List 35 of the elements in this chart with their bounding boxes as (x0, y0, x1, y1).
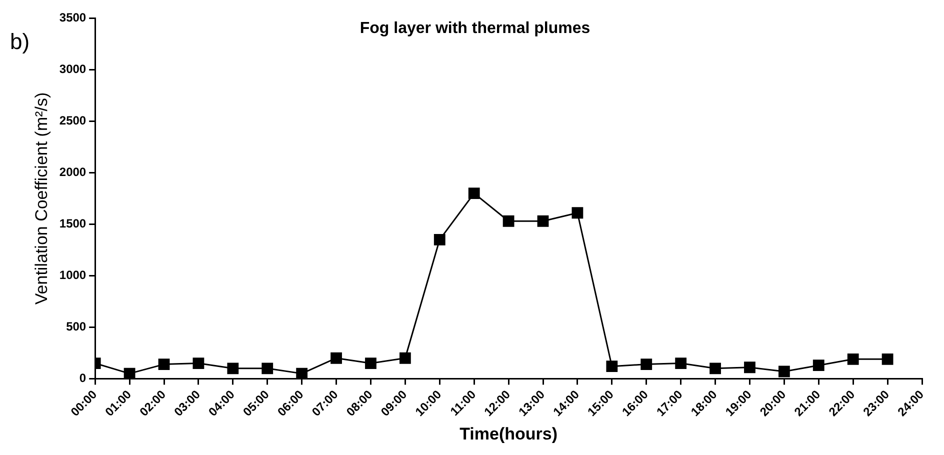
point (468, 188, 480, 200)
y-tick-label: 0 (79, 371, 86, 386)
point (330, 352, 342, 364)
point (399, 352, 411, 364)
point (640, 358, 652, 370)
point (537, 215, 549, 227)
y-tick-label: 1000 (59, 268, 86, 282)
point (262, 362, 274, 374)
chart-title: Fog layer with thermal plumes (360, 20, 590, 38)
point (882, 353, 894, 365)
point (158, 358, 170, 370)
y-tick-label: 3000 (59, 62, 86, 76)
y-tick-label: 3500 (59, 10, 86, 25)
point (572, 207, 584, 219)
point (227, 362, 239, 374)
point (124, 368, 136, 379)
point (434, 234, 446, 246)
point (744, 362, 756, 374)
y-tick-label: 2000 (59, 165, 86, 180)
point (502, 215, 514, 227)
point (778, 366, 790, 378)
point (365, 358, 376, 369)
y-tick-label: 2500 (59, 114, 86, 128)
y-axis-title: Ventilation Coefficient (m²/s) (32, 92, 51, 305)
point (675, 358, 687, 369)
point (847, 353, 859, 365)
point (192, 358, 204, 369)
y-tick-label: 500 (66, 320, 86, 334)
point (296, 368, 308, 379)
x-axis-title: Time(hours) (460, 424, 558, 444)
point (812, 360, 824, 372)
point (606, 360, 618, 372)
text: b) (10, 29, 30, 54)
y-tick-label: 1500 (59, 216, 86, 231)
point (710, 362, 721, 374)
